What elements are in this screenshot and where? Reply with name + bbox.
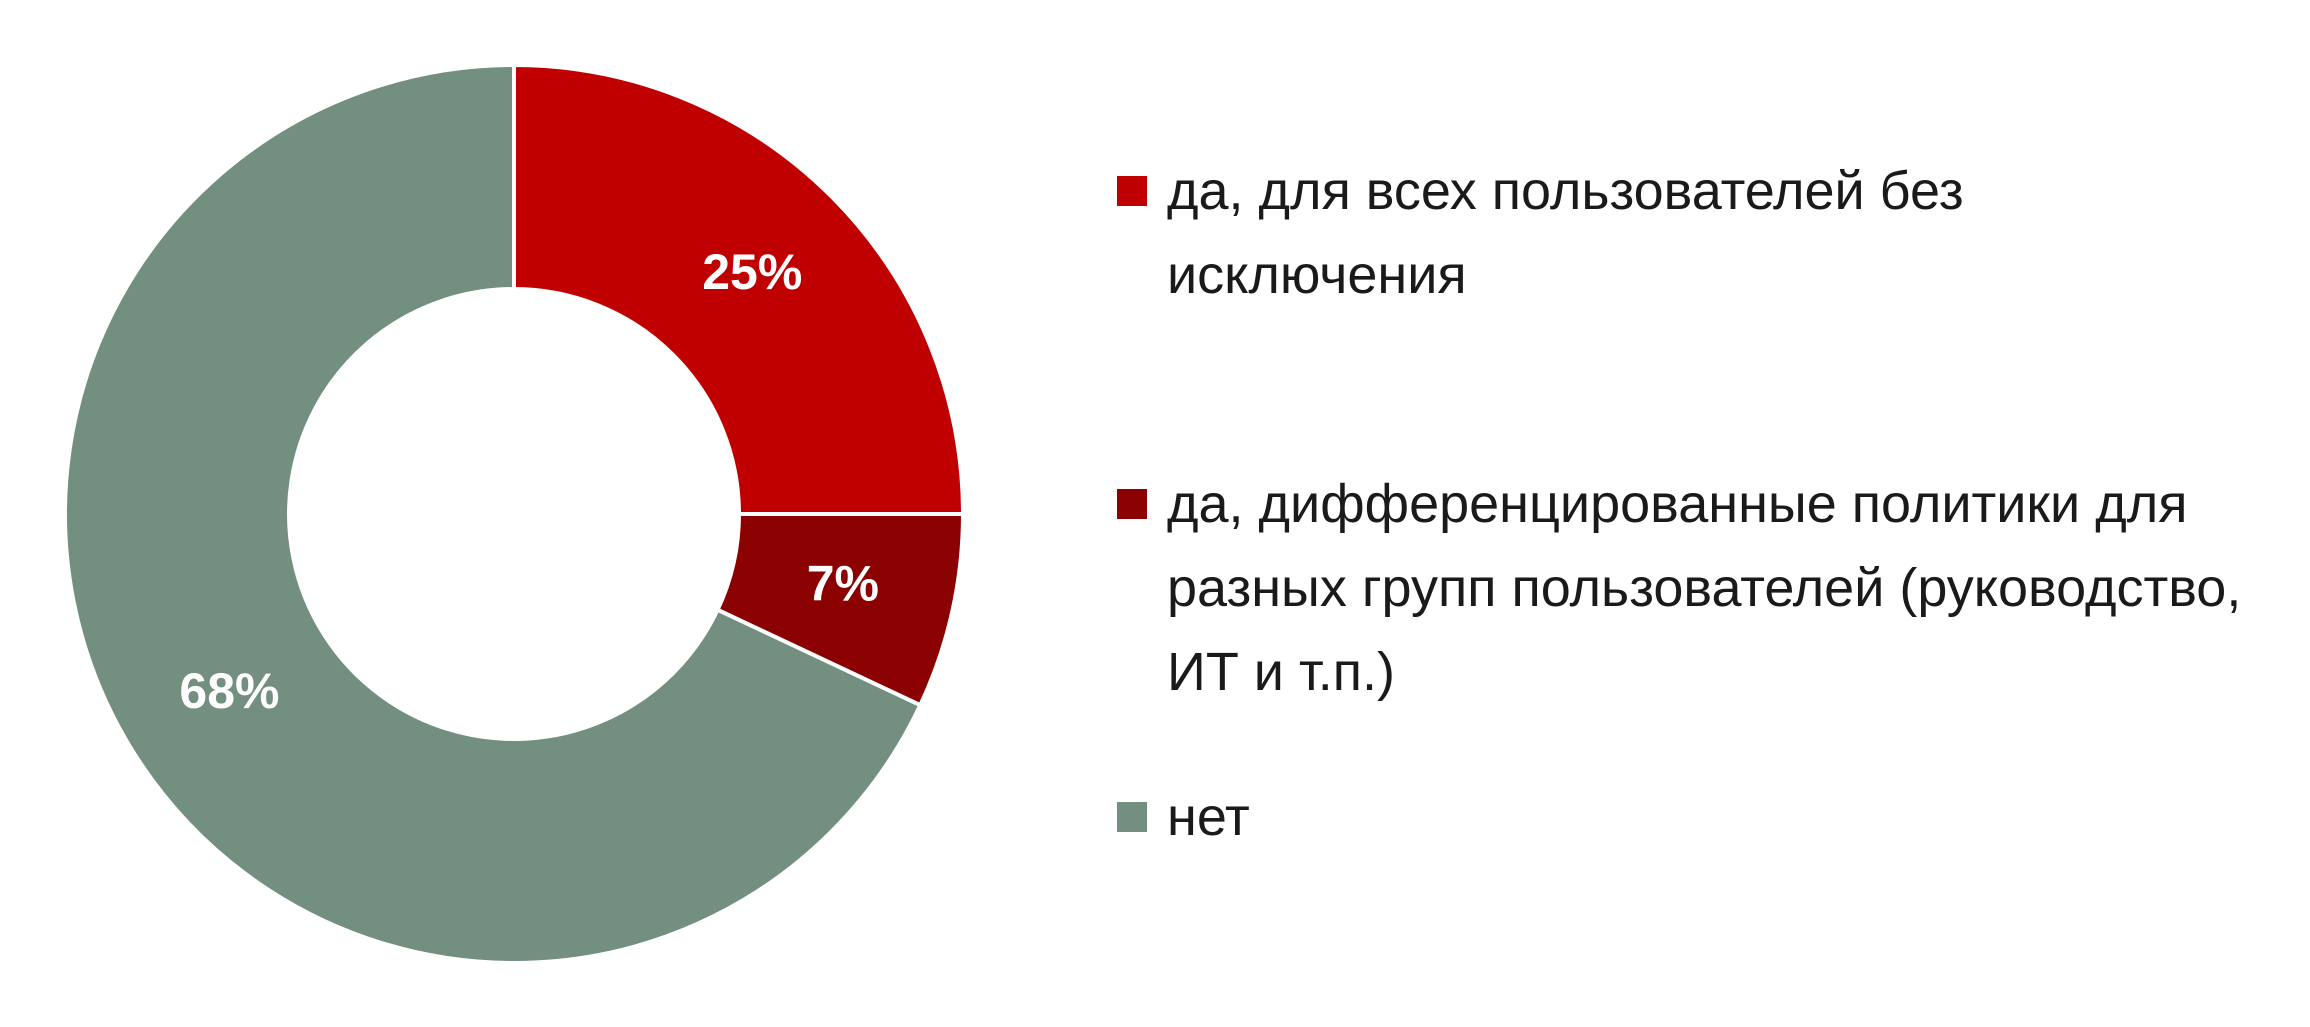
legend-item: да, дифференцированные политики для разн…	[1117, 462, 2267, 714]
donut-slice	[512, 62, 966, 516]
legend-item: да, для всех пользователей без исключени…	[1117, 149, 2267, 317]
donut-slice	[63, 62, 923, 965]
chart: 25% 7% 68%	[63, 62, 966, 965]
data-label: 7%	[807, 556, 879, 612]
legend-swatch	[1117, 489, 1147, 519]
data-label: 25%	[702, 244, 802, 300]
legend-item: нет	[1117, 775, 2267, 859]
legend-label: да, дифференцированные политики для разн…	[1167, 474, 2242, 702]
data-label: 68%	[179, 663, 279, 719]
legend-swatch	[1117, 802, 1147, 832]
legend-swatch	[1117, 176, 1147, 206]
legend-label: да, для всех пользователей без исключени…	[1167, 161, 1964, 305]
legend-label: нет	[1167, 787, 1250, 847]
